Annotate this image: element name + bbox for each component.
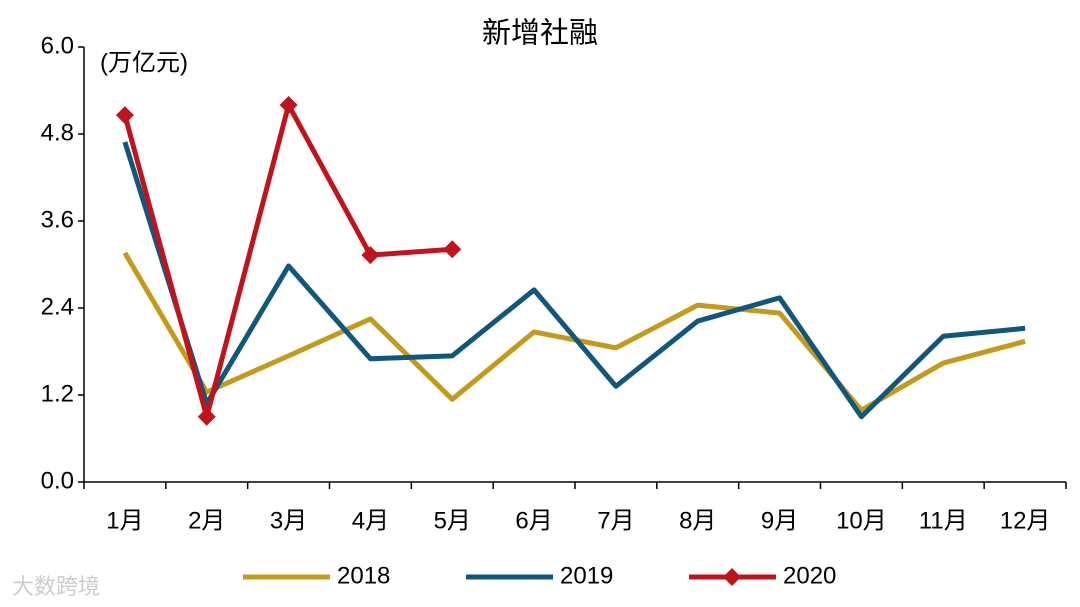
x-tick-label: 8月 bbox=[679, 507, 716, 534]
x-tick-label: 11月 bbox=[919, 507, 968, 534]
legend-label: 2019 bbox=[560, 562, 613, 589]
chart-title: 新增社融 bbox=[482, 17, 598, 50]
x-tick-label: 9月 bbox=[761, 507, 798, 534]
point-marker bbox=[443, 240, 462, 259]
legend-marker bbox=[723, 568, 741, 586]
x-tick-label: 1月 bbox=[106, 507, 143, 534]
point-marker bbox=[279, 96, 298, 114]
series-line bbox=[122, 102, 453, 420]
x-tick-label: 3月 bbox=[270, 507, 307, 534]
x-tick-label: 5月 bbox=[434, 507, 471, 534]
point-marker bbox=[115, 106, 134, 125]
x-tick-label: 12月 bbox=[1000, 507, 1051, 534]
watermark: 大数跨境 bbox=[12, 574, 100, 599]
x-tick-label: 10月 bbox=[836, 507, 887, 534]
unit-label: (万亿元) bbox=[100, 49, 188, 76]
x-tick-label: 4月 bbox=[352, 507, 389, 534]
x-tick-label: 6月 bbox=[515, 507, 552, 534]
point-marker bbox=[361, 246, 380, 265]
y-tick-label: 6.0 bbox=[41, 32, 74, 59]
x-tick-label: 2月 bbox=[188, 507, 225, 534]
x-tick-label: 7月 bbox=[597, 507, 634, 534]
y-tick-label: 3.6 bbox=[41, 206, 74, 233]
legend-label: 2020 bbox=[783, 562, 836, 589]
y-tick-label: 4.8 bbox=[41, 119, 74, 146]
y-tick-label: 0.0 bbox=[41, 467, 74, 494]
legend-label: 2018 bbox=[337, 562, 390, 589]
y-tick-label: 2.4 bbox=[41, 293, 74, 320]
y-tick-label: 1.2 bbox=[41, 380, 74, 407]
point-marker bbox=[197, 407, 216, 426]
series-line bbox=[122, 141, 1026, 420]
